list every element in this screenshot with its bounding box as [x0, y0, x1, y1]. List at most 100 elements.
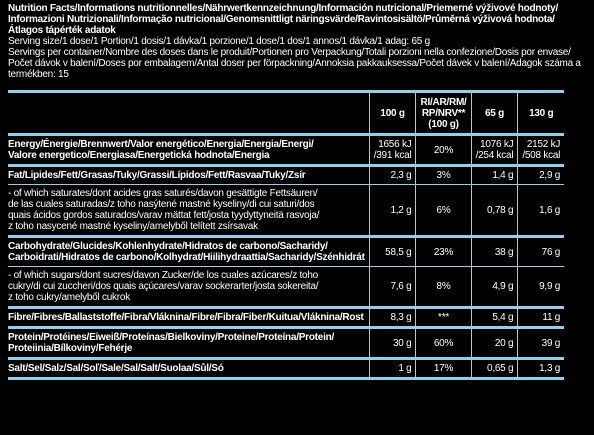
value-line: 20%	[433, 144, 454, 156]
value-cell: 8,3 g	[368, 306, 416, 328]
label-header: Nutrition Facts/Informations nutritionne…	[8, 3, 594, 80]
value-line: 1,2 g	[390, 204, 412, 216]
nutrient-name-line: Energy/Énergie/Brennwert/Valor energétic…	[8, 139, 314, 150]
value-cell: 76 g	[517, 235, 565, 267]
value-line: 9,9 g	[539, 281, 561, 292]
value-cell: 39 g	[517, 326, 565, 359]
nutrition-table: 100 g RI/AR/RM/RP/NRV** (100 g) 65 g 130 g En…	[8, 90, 565, 380]
nutrient-name-line: Fibre/Fibres/Ballaststoffe/Fibra/Vláknin…	[8, 312, 364, 323]
nutrient-name: Fibre/Fibres/Ballaststoffe/Fibra/Vláknin…	[8, 306, 370, 328]
value-cell: 38 g	[470, 235, 518, 267]
value-line: ***	[438, 312, 449, 323]
value-line: 6%	[436, 204, 451, 216]
value-line: 60%	[433, 337, 454, 349]
value-cell: 0,65 g	[470, 357, 518, 379]
value-cell: 1,4 g	[470, 164, 518, 185]
nutrient-name-line: Salt/Sel/Salz/Sal/Soľ/Sale/Sal/Salt/Suol…	[8, 363, 224, 374]
value-line: 17%	[433, 363, 454, 374]
servings-line: termékben: 15	[8, 69, 69, 80]
nutrient-name: Energy/Énergie/Brennwert/Valor energétic…	[8, 135, 369, 166]
value-line: 1,6 g	[539, 204, 561, 216]
value-cell: 4,9 g	[470, 266, 518, 308]
value-cell: 1076 kJ/254 kcal	[470, 134, 518, 166]
column-header: RI/AR/RM/RP/NRV** (100 g)	[415, 91, 472, 136]
column-header-line: RP/NRV**	[421, 107, 466, 119]
column-header: 130 g	[517, 91, 565, 136]
value-cell: 1,6 g	[517, 184, 565, 237]
column-header-line: 130 g	[529, 107, 554, 119]
nutrient-name-line: quais ácidos gordos saturados/varav mätt…	[8, 210, 320, 221]
value-line: 30 g	[393, 337, 412, 349]
column-header-line: RI/AR/RM/	[420, 96, 467, 108]
title-line: Informazioni Nutrizionali/Informação nut…	[8, 14, 555, 25]
nutrient-name-line: Fat/Lipides/Fett/Grasas/Tuky/Grassi/Lípi…	[8, 170, 306, 181]
value-line: 58,5 g	[385, 246, 412, 258]
nutrient-name-line: cukry/di cui zuccheri/dos quais açúcares…	[8, 281, 319, 292]
value-cell: 9,9 g	[517, 266, 565, 308]
value-line: 23%	[433, 246, 454, 258]
value-cell: 7,6 g	[368, 266, 416, 308]
value-line: 8%	[436, 281, 451, 292]
nutrient-name: Salt/Sel/Salz/Sal/Soľ/Sale/Sal/Salt/Suol…	[8, 357, 370, 379]
nutrient-name-line: Carboidrati/Hidratos de carbono/Kolhydra…	[8, 252, 365, 263]
nutrient-row: Carbohydrate/Glucides/Kohlenhydrate/Hidr…	[8, 235, 565, 267]
nutrient-name-line: Proteiinia/Bílkoviny/Fehérje	[8, 343, 133, 354]
column-header-line: 100 g	[380, 107, 405, 119]
column-header: 65 g	[470, 91, 518, 136]
value-cell: ***	[415, 306, 472, 328]
nutrient-name-line: - of which saturates/dont acides gras sa…	[8, 188, 318, 199]
value-line: 4,9 g	[492, 281, 514, 292]
value-line: 2,3 g	[390, 170, 412, 181]
value-cell: 1656 kJ/391 kcal	[368, 134, 416, 166]
value-cell: 2,9 g	[517, 164, 565, 185]
nutrient-name-line: de las cuales saturadas/z toho nasýtené …	[8, 199, 315, 210]
nutrient-row: Fat/Lipides/Fett/Grasas/Tuky/Grassi/Lípi…	[8, 164, 565, 185]
value-cell: 58,5 g	[368, 235, 416, 267]
value-line: 1656 kJ	[378, 139, 412, 150]
value-line: 1076 kJ	[480, 139, 514, 150]
nutrient-name-line: Carbohydrate/Glucides/Kohlenhydrate/Hidr…	[8, 241, 328, 252]
value-line: 1,3 g	[539, 363, 561, 374]
nutrient-row: Protein/Protéines/Eiweiß/Proteínas/Bielk…	[8, 326, 565, 359]
nutrient-row: Energy/Énergie/Brennwert/Valor energétic…	[8, 134, 565, 166]
value-line: /254 kcal	[475, 150, 514, 161]
value-cell: 30 g	[368, 326, 416, 359]
title-line: Nutrition Facts/Informations nutritionne…	[8, 3, 559, 14]
value-line: 5,4 g	[492, 312, 514, 323]
value-line: 1 g	[398, 363, 412, 374]
value-line: 7,6 g	[390, 281, 412, 292]
value-cell: 1,2 g	[368, 184, 416, 237]
value-cell: 3%	[415, 164, 472, 185]
nutrient-name: Fat/Lipides/Fett/Grasas/Tuky/Grassi/Lípi…	[8, 164, 370, 185]
nutrient-name: Protein/Protéines/Eiweiß/Proteínas/Bielk…	[8, 326, 370, 359]
nutrient-name: - of which saturates/dont acides gras sa…	[8, 184, 370, 237]
servings-line: Servings per container/Nombre des doses …	[8, 47, 571, 58]
value-line: /508 kcal	[522, 150, 561, 161]
value-line: 8,3 g	[390, 312, 412, 323]
value-cell: 6%	[415, 184, 472, 237]
nutrient-row: Salt/Sel/Salz/Sal/Soľ/Sale/Sal/Salt/Suol…	[8, 357, 565, 379]
value-line: 11 g	[542, 312, 561, 323]
value-line: 39 g	[541, 337, 561, 349]
nutrient-name-line: - of which sugars/dont sucres/davon Zuck…	[8, 270, 318, 281]
value-line: /391 kcal	[373, 150, 412, 161]
value-line: 76 g	[541, 246, 561, 258]
header-cell	[8, 91, 370, 136]
value-cell: 1 g	[368, 357, 416, 379]
nutrient-name-line: Protein/Protéines/Eiweiß/Proteínas/Bielk…	[8, 332, 334, 343]
nutrient-row: - of which sugars/dont sucres/davon Zuck…	[8, 266, 565, 308]
nutrient-name-line: z toho nasycené mastné kyseliny/amelyből…	[8, 221, 258, 232]
nutrient-row: Fibre/Fibres/Ballaststoffe/Fibra/Vláknin…	[8, 306, 565, 328]
value-line: 3%	[436, 170, 451, 181]
nutrient-name: Carbohydrate/Glucides/Kohlenhydrate/Hidr…	[8, 235, 370, 267]
column-header-line: (100 g)	[428, 118, 459, 130]
value-line: 2,9 g	[539, 170, 561, 181]
servings-line: Počet dávok v balení/Doses por embalagem…	[8, 58, 581, 69]
value-cell: 2,3 g	[368, 164, 416, 185]
value-line: 1,4 g	[492, 170, 514, 181]
column-header: 100 g	[368, 91, 416, 136]
value-cell: 20 g	[470, 326, 518, 359]
value-cell: 23%	[415, 235, 472, 267]
value-cell: 2152 kJ/508 kcal	[517, 134, 565, 166]
